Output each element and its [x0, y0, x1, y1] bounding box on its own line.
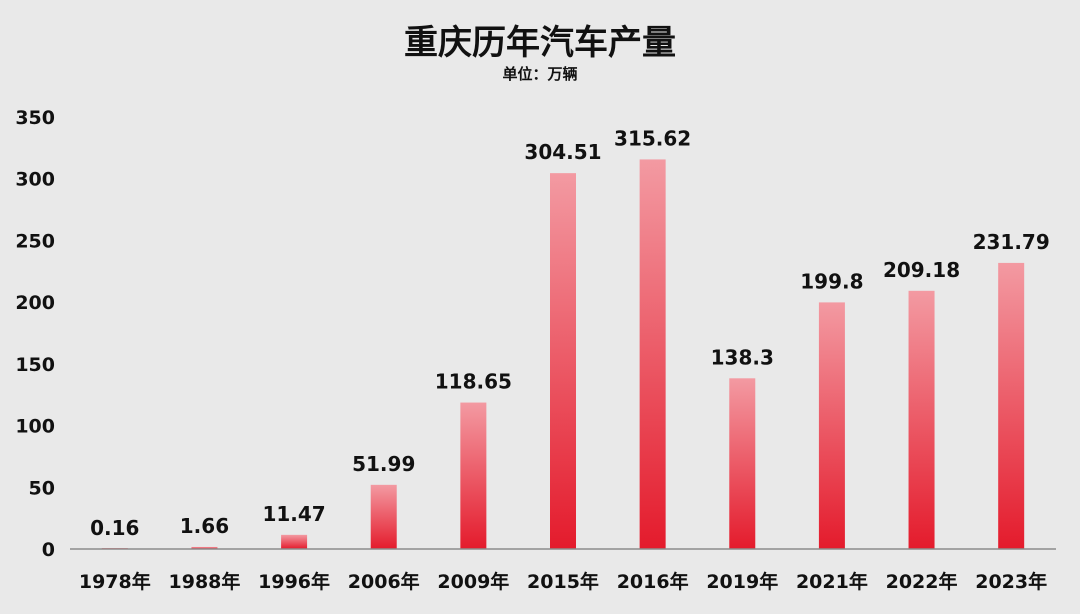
y-tick-label: 100: [15, 416, 55, 438]
data-label: 138.3: [711, 345, 774, 369]
x-tick-label: 1988年: [169, 570, 241, 593]
bars: 0.16 1.66 11.47 51.99 118.65 304.51 315.62 138.…: [90, 126, 1050, 550]
data-label: 209.18: [883, 258, 960, 282]
x-tick-label: 2009年: [437, 570, 509, 593]
x-tick-label: 2015年: [527, 570, 599, 593]
y-axis: 0 50 100 150 200 250 300 350: [15, 107, 55, 561]
y-tick-label: 250: [15, 230, 55, 252]
bar-1996年: [281, 534, 308, 549]
data-label: 11.47: [262, 502, 325, 526]
x-tick-label: 2022年: [886, 570, 958, 593]
y-tick-label: 150: [15, 354, 55, 376]
bar-2022年: [908, 290, 935, 549]
data-label: 118.65: [435, 370, 512, 394]
x-tick-label: 2023年: [975, 570, 1047, 593]
data-label: 51.99: [352, 452, 415, 476]
data-label: 231.79: [973, 230, 1050, 254]
x-tick-label: 1978年: [79, 570, 151, 593]
y-tick-label: 300: [15, 169, 55, 191]
x-tick-label: 2021年: [796, 570, 868, 593]
x-tick-label: 2006年: [348, 570, 420, 593]
bar-2019年: [729, 378, 756, 549]
y-tick-label: 350: [15, 107, 55, 129]
x-tick-label: 2016年: [617, 570, 689, 593]
x-tick-label: 1996年: [258, 570, 330, 593]
data-label: 0.16: [90, 516, 139, 540]
bar-2016年: [639, 159, 666, 549]
data-label: 315.62: [614, 126, 691, 150]
y-tick-label: 50: [29, 477, 55, 499]
chart-title: 重庆历年汽车产量: [404, 23, 676, 63]
x-axis: 1978年 1988年 1996年 2006年 2009年 2015年 2016年 2019年…: [70, 548, 1056, 593]
bar-2015年: [550, 173, 576, 550]
bar-1988年: [191, 546, 218, 549]
chart-subtitle: 单位：万辆: [502, 65, 577, 83]
x-tick-label: 2019年: [706, 570, 778, 593]
y-tick-label: 0: [42, 539, 55, 561]
data-label: 199.8: [800, 269, 863, 293]
bar-2009年: [460, 402, 487, 549]
bar-2021年: [818, 302, 845, 549]
bar-2023年: [998, 262, 1025, 549]
data-label: 1.66: [180, 514, 229, 538]
bar-2006年: [370, 484, 397, 549]
data-label: 304.51: [524, 140, 601, 164]
y-tick-label: 200: [15, 292, 55, 314]
